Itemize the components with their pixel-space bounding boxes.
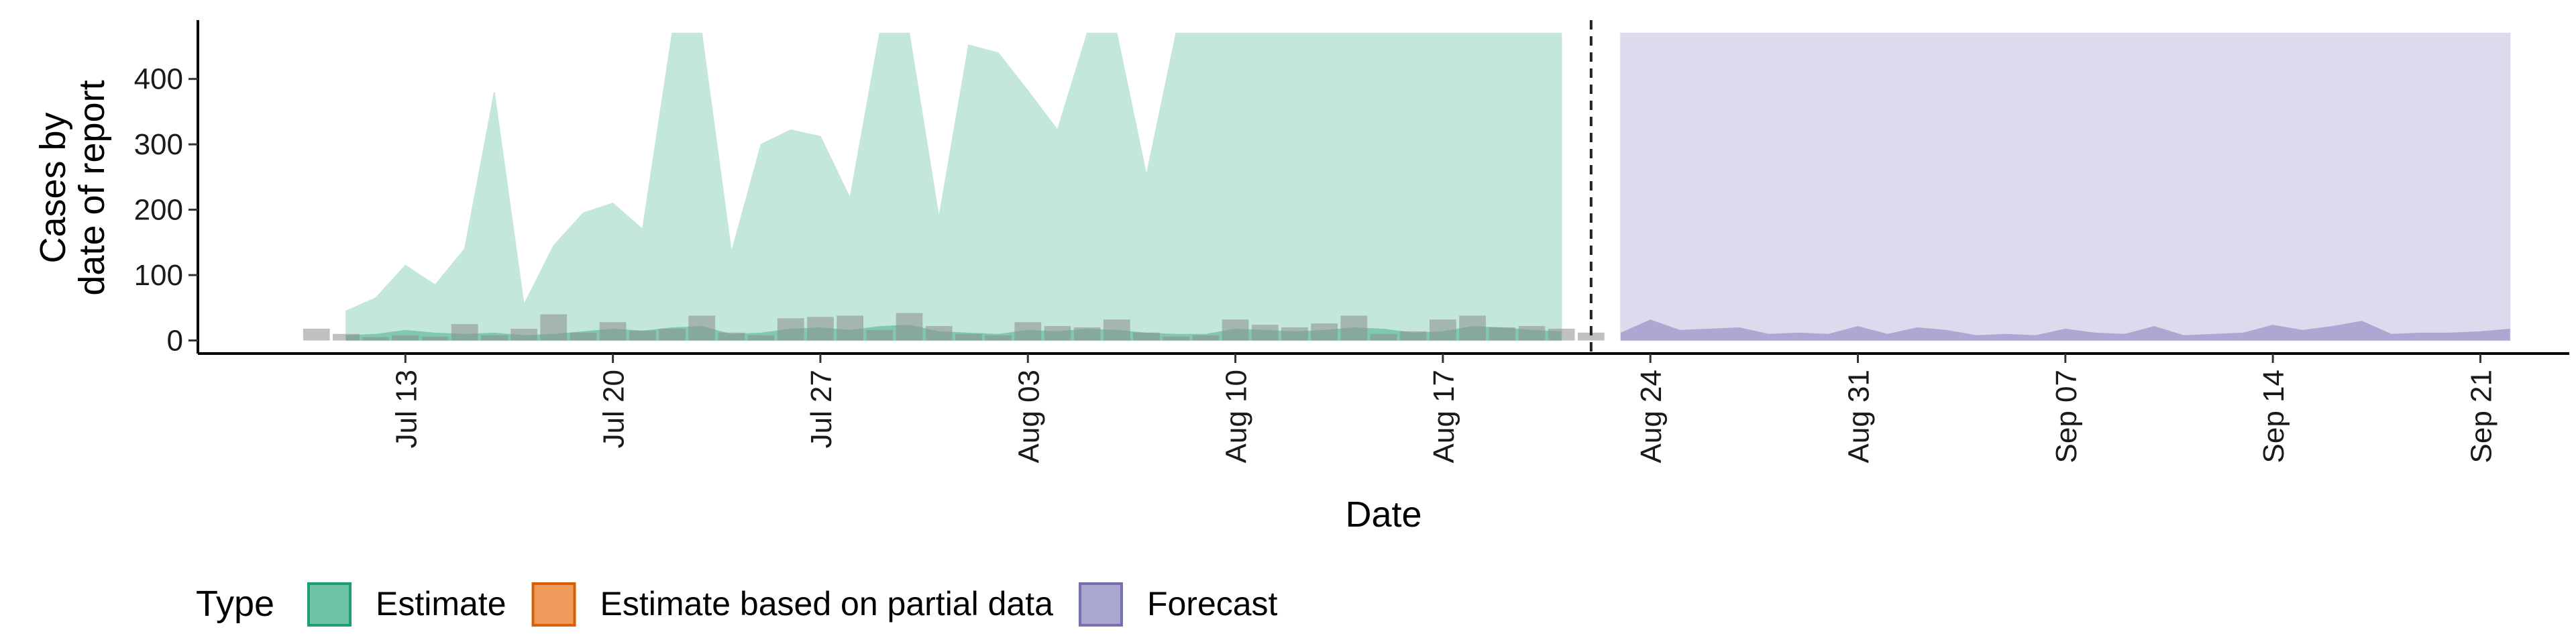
legend: Type Estimate Estimate based on partial da… — [196, 582, 1278, 627]
reported-case-bar — [480, 335, 508, 341]
reported-case-bar — [925, 326, 953, 341]
reported-case-bar — [1518, 326, 1546, 341]
reported-case-bar — [1133, 332, 1160, 341]
legend-key-estimate — [307, 582, 352, 627]
reported-case-bar — [1311, 323, 1338, 341]
reported-case-bar — [747, 335, 775, 341]
y-tick-label: 100 — [134, 259, 183, 292]
reported-case-bar — [451, 324, 478, 341]
reported-case-bar — [629, 330, 656, 341]
reported-case-bar — [1577, 332, 1605, 341]
legend-key-estimate-based-on-partial-data — [531, 582, 576, 627]
y-axis-title: Cases bydate of report — [33, 80, 112, 295]
reported-case-bar — [511, 328, 537, 341]
reported-case-bar — [659, 328, 686, 341]
reported-case-bar — [303, 328, 330, 341]
x-tick-label: Jul 13 — [390, 370, 423, 448]
y-axis-title-line: Cases by — [33, 112, 73, 263]
x-tick-label: Aug 17 — [1428, 370, 1460, 463]
x-tick-label: Sep 14 — [2257, 370, 2290, 463]
y-tick-label: 200 — [134, 194, 183, 227]
reported-case-bar — [333, 333, 360, 341]
y-tick-label: 0 — [167, 325, 183, 358]
legend-title: Type — [196, 584, 274, 624]
reported-case-bar — [1192, 335, 1220, 341]
legend-label: Estimate — [376, 585, 506, 623]
reported-case-bar — [1044, 326, 1071, 341]
reported-case-bar — [599, 322, 627, 341]
reported-case-bar — [1429, 319, 1456, 341]
x-tick-label: Sep 07 — [2050, 370, 2083, 463]
x-tick-label: Aug 31 — [1843, 370, 1876, 463]
reported-case-bar — [1014, 322, 1042, 341]
reported-case-bar — [807, 317, 834, 341]
reported-case-bar — [1222, 319, 1249, 341]
reported-case-bar — [1073, 327, 1101, 341]
x-axis-title: Date — [1345, 494, 1421, 535]
x-tick-label: Jul 20 — [598, 370, 631, 448]
reported-case-bar — [1251, 325, 1279, 341]
legend-key-forecast — [1078, 582, 1123, 627]
axes: 0 100 200 300 400 Jul 13 Jul 20 Jul 27 Aug 03 Aug… — [33, 20, 2569, 535]
reported-case-bar — [392, 335, 419, 341]
legend-label: Forecast — [1147, 585, 1278, 623]
x-tick-label: Sep 21 — [2465, 370, 2498, 463]
x-tick-label: Jul 27 — [805, 370, 838, 448]
reported-case-bar — [1103, 319, 1130, 341]
reported-case-bar — [362, 337, 390, 341]
reported-case-bar — [1281, 327, 1308, 341]
series-inner-band-forecast — [1621, 319, 2510, 341]
y-tick-label: 300 — [134, 128, 183, 161]
y-axis-title-line: date of report — [72, 80, 112, 295]
reported-case-bar — [1459, 315, 1486, 341]
reported-case-bar — [540, 314, 568, 341]
reported-case-bar — [955, 333, 982, 341]
x-tick-label: Aug 24 — [1635, 370, 1668, 463]
x-tick-label: Aug 10 — [1220, 370, 1253, 463]
reported-case-bar — [896, 313, 923, 341]
reported-case-bar — [1399, 331, 1427, 341]
x-tick-label: Aug 03 — [1012, 370, 1045, 463]
series-band-estimate — [345, 32, 1562, 341]
reported-case-bar — [985, 335, 1012, 341]
reported-case-bar — [1489, 327, 1516, 341]
series-band-forecast — [1620, 32, 2511, 341]
reported-case-bar — [570, 332, 597, 341]
reported-case-bar — [866, 329, 894, 341]
reported-case-bar — [1340, 315, 1368, 341]
reported-case-bar — [1548, 328, 1575, 341]
reported-case-bar — [837, 315, 864, 341]
reported-case-bar — [777, 318, 804, 341]
legend-label: Estimate based on partial data — [600, 585, 1054, 623]
reported-case-bar — [421, 336, 449, 341]
reported-case-bar — [1163, 336, 1190, 341]
reported-case-bar — [718, 332, 745, 341]
y-tick-label: 400 — [134, 63, 183, 96]
plot-area — [303, 20, 2511, 354]
reported-case-bar — [1370, 333, 1397, 341]
reported-case-bar — [688, 315, 716, 341]
